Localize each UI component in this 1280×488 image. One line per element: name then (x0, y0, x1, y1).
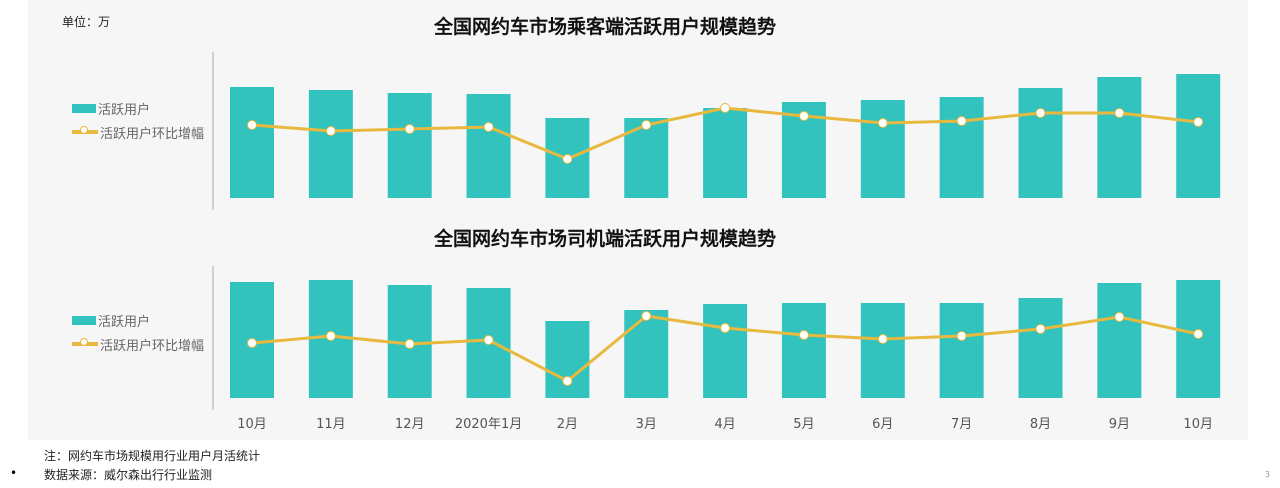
line-point-1 (325, 331, 336, 341)
x-tick-label: 4月 (714, 417, 735, 432)
line-point-4 (562, 154, 573, 164)
bar-8 (860, 303, 905, 398)
bar-2 (387, 93, 432, 198)
bar-0 (230, 87, 274, 198)
line-point-10 (1035, 324, 1046, 334)
x-tick-label: 2020年1月 (455, 417, 522, 432)
page-number: 3 (1264, 470, 1270, 479)
line-point-1 (325, 126, 336, 136)
line-point-8 (877, 118, 888, 128)
x-tick-label: 6月 (872, 417, 893, 432)
chart-svg: 10月 11月 12月 2020年1月 2月 3月 4月 5月 6月 7月 8月 9月 10月 (212, 52, 1221, 432)
chart-title-driver: 全国网约车市场司机端活跃用户规模趋势 (433, 228, 776, 250)
line-point-8 (877, 334, 888, 344)
line-point-12 (1193, 329, 1204, 339)
bar-6 (703, 108, 748, 198)
bar-3 (466, 94, 511, 198)
bar-8 (860, 100, 905, 198)
line-point-0 (247, 120, 257, 130)
line-legend-swatch (72, 126, 98, 134)
x-tick-label: 9月 (1109, 417, 1130, 432)
line-point-0 (247, 338, 257, 348)
source-text: 数据来源：威尔森出行行业监测 (44, 468, 213, 482)
legend-label: 活跃用户 (98, 102, 151, 118)
line-point-6 (720, 323, 731, 333)
bar-4 (545, 321, 590, 398)
bar-9 (939, 303, 984, 398)
line-point-11 (1114, 108, 1125, 118)
line-point-6 (720, 103, 731, 113)
bullet: • (10, 466, 18, 480)
bar-11 (1097, 283, 1142, 398)
bar-legend-swatch (72, 103, 96, 113)
line-point-2 (404, 339, 415, 349)
x-tick-label: 10月 (237, 417, 267, 432)
x-tick-label: 2月 (557, 417, 578, 432)
bar-10 (1018, 88, 1063, 198)
x-tick-label: 5月 (793, 417, 814, 432)
x-tick-label: 12月 (395, 417, 425, 432)
x-tick-label: 7月 (951, 417, 972, 432)
line-point-9 (956, 331, 967, 341)
legend-label: 活跃用户环比增幅 (100, 126, 205, 142)
bar-1 (308, 90, 353, 198)
chart-title-passenger: 全国网约车市场乘客端活跃用户规模趋势 (433, 16, 776, 38)
line-point-5 (641, 120, 652, 130)
bar-10 (1018, 298, 1063, 398)
line-point-7 (798, 330, 809, 340)
bar-9 (939, 97, 984, 198)
bar-11 (1097, 77, 1142, 198)
note-text: 注：网约车市场规模用行业用户月活统计 (44, 449, 261, 463)
line-point-11 (1114, 312, 1125, 322)
unit-label: 单位：万 (62, 15, 111, 29)
line-point-2 (404, 124, 415, 134)
bar-12 (1176, 74, 1221, 198)
line-point-9 (956, 116, 967, 126)
x-tick-label: 11月 (316, 417, 346, 432)
legend-label: 活跃用户 (98, 314, 151, 330)
line-point-4 (562, 376, 573, 386)
line-point-3 (483, 335, 494, 345)
x-tick-label: 10月 (1183, 417, 1213, 432)
x-tick-label: 8月 (1030, 417, 1051, 432)
line-point-12 (1193, 117, 1204, 127)
legend-passenger: 活跃用户 活跃用户环比增幅 (72, 96, 204, 144)
bar-6 (703, 304, 748, 398)
line-point-10 (1035, 108, 1046, 118)
line-legend-swatch (72, 338, 98, 346)
legend-label: 活跃用户环比增幅 (100, 338, 205, 354)
bar-5 (624, 310, 669, 398)
legend-driver: 活跃用户 活跃用户环比增幅 (72, 308, 204, 356)
bar-7 (781, 303, 826, 398)
bar-legend-swatch (72, 315, 96, 325)
line-point-7 (798, 111, 809, 121)
x-tick-label: 3月 (636, 417, 657, 432)
line-point-3 (483, 122, 494, 132)
line-point-5 (641, 311, 652, 321)
